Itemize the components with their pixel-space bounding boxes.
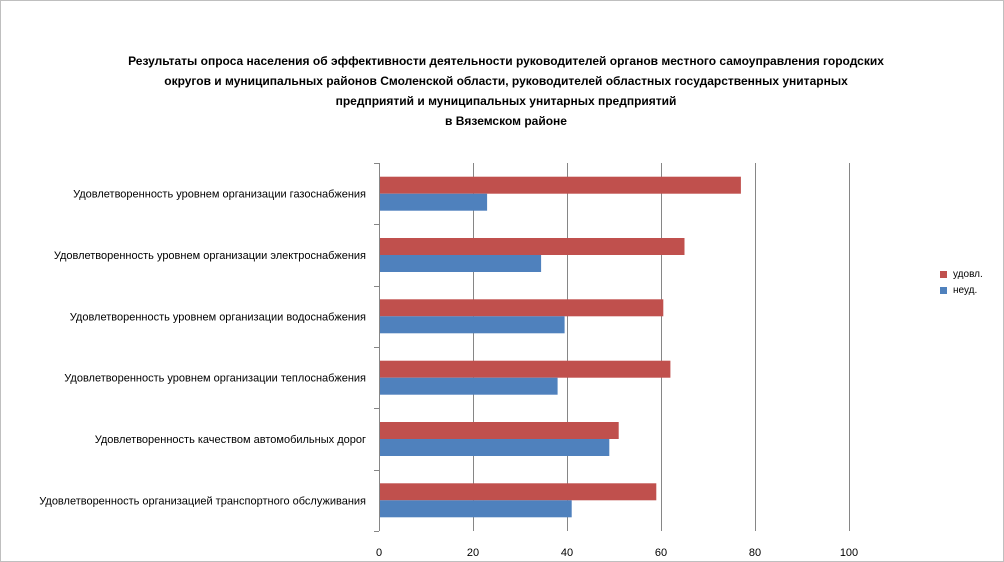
legend: удовл. неуд. [940,266,983,298]
category-label: Удовлетворенность уровнем организации те… [64,373,366,385]
chart-title-line: округов и муниципальных районов Смоленск… [164,74,848,88]
legend-swatch-unsatisfied [940,286,947,294]
bar-satisfied [379,360,671,378]
category-label: Удовлетворенность уровнем организации эл… [54,250,366,262]
x-tick-label: 80 [749,547,761,559]
category-label: Удовлетворенность уровнем организации во… [70,311,366,323]
bar-satisfied [379,483,657,501]
legend-swatch-satisfied [940,270,947,278]
bar-unsatisfied [379,377,558,395]
bar-unsatisfied [379,193,488,211]
x-tick-label: 40 [561,547,573,559]
x-tick-label: 0 [376,547,382,559]
category-label: Удовлетворенность уровнем организации га… [73,189,366,201]
bar-satisfied [379,238,685,255]
legend-label-unsatisfied: неуд. [953,284,978,296]
legend-label-satisfied: удовл. [953,268,983,280]
category-label: Удовлетворенность качеством автомобильны… [95,434,366,446]
bar-satisfied [379,176,741,194]
legend-item-satisfied: удовл. [940,266,983,282]
category-label: Удовлетворенность организацией транспорт… [39,495,366,507]
bar-satisfied [379,299,664,317]
bar-unsatisfied [379,316,565,334]
bar-unsatisfied [379,439,610,456]
bar-unsatisfied [379,255,542,272]
chart-title-line: в Вяземском районе [445,114,567,128]
bar-unsatisfied [379,500,572,518]
x-tick-label: 20 [467,547,479,559]
bar-satisfied [379,422,619,439]
legend-item-unsatisfied: неуд. [940,282,983,298]
x-tick-label: 100 [840,547,858,559]
chart-title: Результаты опроса населения об эффективн… [91,51,921,131]
chart-title-line: предприятий и муниципальных унитарных пр… [335,94,677,108]
x-tick-label: 60 [655,547,667,559]
chart-title-line: Результаты опроса населения об эффективн… [128,54,884,68]
